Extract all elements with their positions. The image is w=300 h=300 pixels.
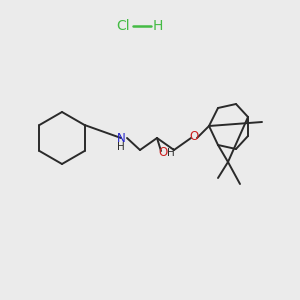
- Text: H: H: [153, 19, 163, 33]
- Text: O: O: [158, 146, 168, 160]
- Text: H: H: [167, 148, 175, 158]
- Text: O: O: [189, 130, 199, 142]
- Text: N: N: [117, 131, 125, 145]
- Text: Cl: Cl: [116, 19, 130, 33]
- Text: H: H: [117, 142, 125, 152]
